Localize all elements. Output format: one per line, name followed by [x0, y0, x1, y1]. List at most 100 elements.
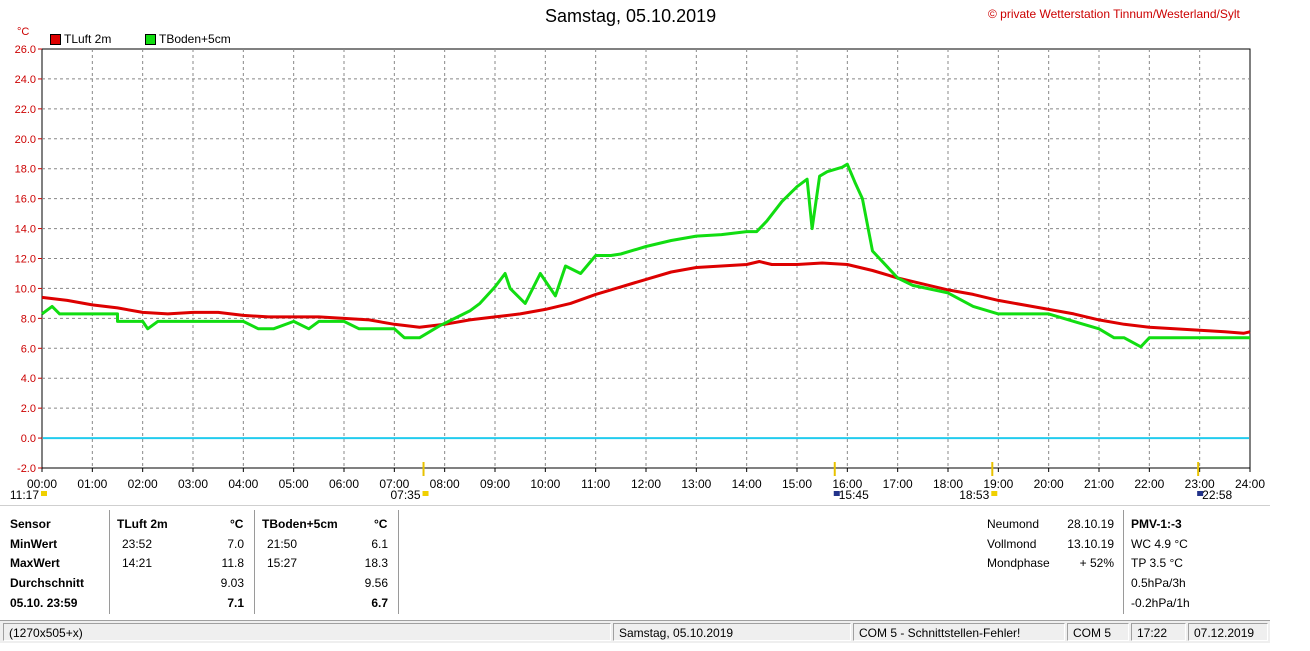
x-tick-label: 23:00 — [1185, 477, 1215, 491]
y-tick-label: 26.0 — [15, 44, 36, 56]
tluft-max-time: 14:21 — [122, 556, 153, 570]
series-line-tluft — [41, 260, 1251, 335]
tboden-avg: 9.56 — [364, 576, 388, 590]
legend-tluft: TLuft 2m — [50, 32, 111, 46]
y-tick-label: -2.0 — [17, 463, 36, 475]
y-tick-label: 8.0 — [21, 313, 36, 325]
x-tick-label: 04:00 — [228, 477, 258, 491]
x-tick-label: 02:00 — [128, 477, 158, 491]
event-marker-icon — [422, 491, 429, 496]
tluft-min-time: 23:52 — [122, 537, 153, 551]
stat-min-label: MinWert — [10, 537, 58, 551]
neumond-label: Neumond — [987, 517, 1040, 531]
pmv-pressure-3h: 0.5hPa/3h — [1131, 576, 1186, 590]
event-time-label: 22:58 — [1202, 488, 1232, 502]
x-tick-label: 21:00 — [1084, 477, 1114, 491]
tboden-unit: °C — [374, 517, 388, 531]
event-time-label: 15:45 — [839, 488, 869, 502]
x-tick-label: 09:00 — [480, 477, 510, 491]
stat-sensor-label: Sensor — [10, 517, 51, 531]
tluft-unit: °C — [230, 517, 244, 531]
mondphase-label: Mondphase — [987, 556, 1050, 570]
legend-swatch-green — [145, 34, 156, 46]
y-tick-label: 12.0 — [15, 254, 36, 266]
event-marker-icon — [833, 491, 840, 496]
x-tick-label: 05:00 — [279, 477, 309, 491]
x-tick-label: 20:00 — [1034, 477, 1064, 491]
x-tick-label: 16:00 — [832, 477, 862, 491]
tluft-max: 11.8 — [221, 556, 244, 570]
x-tick-label: 19:00 — [983, 477, 1013, 491]
x-tick-label: 06:00 — [329, 477, 359, 491]
divider — [109, 510, 110, 614]
y-tick-label: 16.0 — [15, 194, 36, 206]
tluft-current: 7.1 — [227, 596, 244, 610]
status-today: 07.12.2019 — [1188, 623, 1268, 641]
event-marker-icon — [41, 491, 47, 496]
tboden-max-time: 15:27 — [267, 556, 298, 570]
tboden-current: 6.7 — [371, 596, 388, 610]
x-tick-label: 15:00 — [782, 477, 812, 491]
x-tick-label: 12:00 — [631, 477, 661, 491]
tboden-max: 18.3 — [364, 556, 388, 570]
pmv-wc: WC 4.9 °C — [1131, 537, 1188, 551]
legend-swatch-red — [50, 34, 61, 46]
tluft-avg: 9.03 — [220, 576, 244, 590]
y-tick-label: 4.0 — [21, 373, 36, 385]
y-tick-label: 18.0 — [15, 164, 36, 176]
chart-title: Samstag, 05.10.2019 — [545, 6, 717, 26]
event-marker-icon — [1197, 491, 1204, 496]
x-tick-label: 18:00 — [933, 477, 963, 491]
y-tick-label: 2.0 — [21, 403, 36, 415]
x-tick-label: 11:00 — [581, 477, 610, 491]
pmv-pressure-1h: -0.2hPa/1h — [1131, 596, 1190, 610]
temperature-chart: 26.0 24.0 22.0 20.0 18.0 16.0 14.0 12.0 10.0 8.0 6… — [10, 44, 1265, 502]
pmv-title: PMV-1:-3 — [1131, 517, 1182, 531]
x-tick-label: 07:00 — [379, 477, 409, 491]
tluft-min: 7.0 — [227, 537, 244, 551]
stats-panel: Sensor MinWert MaxWert Durchschnitt 05.1… — [0, 505, 1270, 618]
x-tick-label: 08:00 — [430, 477, 460, 491]
tboden-header: TBoden+5cm — [262, 517, 338, 531]
status-port: COM 5 — [1067, 623, 1129, 641]
stat-max-label: MaxWert — [10, 556, 60, 570]
divider — [254, 510, 255, 614]
neumond-date: 28.10.19 — [1067, 517, 1114, 531]
event-time-label: 18:53 — [959, 488, 989, 502]
y-tick-label: 6.0 — [21, 343, 36, 355]
event-time-label: 07:35 — [390, 488, 420, 502]
x-tick-label: 17:00 — [883, 477, 913, 491]
status-error: COM 5 - Schnittstellen-Fehler! — [853, 623, 1065, 641]
mondphase-value: + 52% — [1079, 556, 1114, 570]
y-tick-label: 22.0 — [15, 104, 36, 116]
vollmond-date: 13.10.19 — [1067, 537, 1114, 551]
x-tick-label: 13:00 — [681, 477, 711, 491]
y-tick-label: 10.0 — [15, 283, 36, 295]
status-size: (1270x505+x) — [3, 623, 611, 641]
series-line-tboden — [41, 162, 1250, 349]
legend-label: TBoden+5cm — [159, 32, 231, 46]
tboden-min: 6.1 — [371, 537, 388, 551]
legend-label: TLuft 2m — [64, 32, 112, 46]
status-bar: (1270x505+x) Samstag, 05.10.2019 COM 5 -… — [0, 620, 1270, 643]
x-tick-label: 10:00 — [530, 477, 560, 491]
event-marker-icon — [991, 491, 998, 496]
stat-avg-label: Durchschnitt — [10, 576, 85, 590]
divider — [398, 510, 399, 614]
tboden-min-time: 21:50 — [267, 537, 298, 551]
tluft-header: TLuft 2m — [117, 517, 168, 531]
y-tick-label: 0.0 — [21, 433, 36, 445]
legend-tboden: TBoden+5cm — [145, 32, 231, 46]
x-tick-label: 00:00 — [27, 477, 57, 491]
stat-current-label: 05.10. 23:59 — [10, 596, 78, 610]
y-tick-label: 24.0 — [15, 74, 36, 86]
vollmond-label: Vollmond — [987, 537, 1037, 551]
y-tick-label: 20.0 — [15, 134, 36, 146]
event-time-label: 11:17 — [10, 488, 39, 502]
y-tick-label: 14.0 — [15, 224, 36, 236]
status-time: 17:22 — [1131, 623, 1186, 641]
x-tick-label: 03:00 — [178, 477, 208, 491]
x-tick-label: 01:00 — [77, 477, 107, 491]
pmv-tp: TP 3.5 °C — [1131, 556, 1183, 570]
x-tick-label: 24:00 — [1235, 477, 1265, 491]
